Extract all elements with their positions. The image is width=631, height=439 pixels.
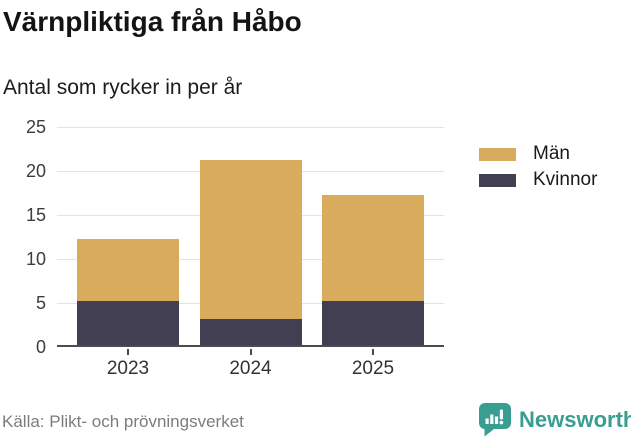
x-tick [372,349,374,355]
bar-stack-2024 [199,160,302,345]
plot-area [57,127,444,347]
newsworthy-wordmark: Newsworthy [519,406,631,432]
legend-item-män: Män [479,143,597,164]
bar-2025-kvinnor [322,301,424,345]
newsworthy-icon [479,403,511,437]
legend-swatch-män [479,147,516,161]
chart-title: Värnpliktiga från Håbo [3,6,302,37]
y-axis: 0 5 10 15 20 25 [0,117,46,357]
x-tick-label: 2024 [229,358,272,379]
x-tick [127,349,129,355]
x-tick-label: 2025 [351,358,395,379]
source-note: Källa: Plikt- och prövningsverket [2,412,244,431]
y-tick-label: 10 [25,249,46,269]
bar-2025-män [322,195,424,301]
x-tick-label: 2023 [106,358,150,379]
newsworthy-logo: Newsworthy [478,402,631,437]
bar-2023-kvinnor [77,301,179,345]
bar-stack-2025 [322,195,424,345]
legend-label: Kvinnor [533,169,598,190]
x-tick [249,349,252,355]
gridline [57,127,444,128]
y-tick-label: 25 [25,117,46,137]
y-tick-label: 20 [25,161,46,181]
legend-swatch-kvinnor [479,173,516,187]
legend-item-kvinnor: Kvinnor [479,169,597,190]
x-axis: 2023 2024 2025 [57,349,444,389]
legend: Män Kvinnor [479,143,597,199]
bar-2024-kvinnor [199,318,302,345]
chart-subtitle: Antal som rycker in per år [3,76,243,99]
legend-label: Män [533,143,570,164]
y-tick-label: 15 [25,205,46,225]
bar-2023-män [77,239,179,301]
y-tick-label: 5 [35,293,46,313]
bar-stack-2023 [77,239,179,345]
y-tick-label: 0 [35,337,46,357]
bar-2024-män [199,160,302,319]
